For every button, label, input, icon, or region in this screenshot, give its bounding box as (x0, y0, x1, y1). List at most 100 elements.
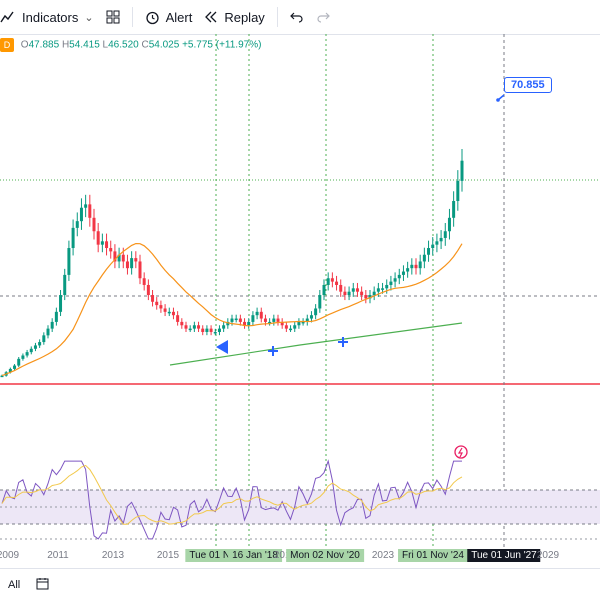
candle-body (389, 281, 393, 285)
alert-button[interactable]: Alert (139, 0, 199, 34)
candle-body (305, 318, 309, 322)
range-all-button[interactable]: All (8, 579, 21, 591)
candle-body (414, 264, 418, 269)
candle-body (268, 321, 272, 324)
candle-body (427, 248, 431, 255)
candle-body (243, 321, 247, 326)
candle-body (209, 328, 213, 332)
close-value: 54.025 (148, 39, 180, 51)
candle-body (167, 311, 171, 314)
candle-body (146, 284, 150, 296)
candle-body (456, 180, 460, 202)
candle-body (226, 321, 230, 326)
close-label: C (141, 39, 149, 51)
candle-body (364, 295, 368, 299)
low-value: 46.520 (108, 39, 139, 51)
time-axis[interactable]: 2009 2011 2013 2015 Tue 01 Nov 16 Jan '1… (0, 548, 600, 564)
candle-body (71, 227, 75, 249)
candle-body (201, 328, 205, 332)
highlight-label: Mon 02 Nov '20 (286, 549, 364, 562)
candle-body (113, 251, 117, 262)
tick-label: 2019 (273, 550, 297, 561)
candle-body (151, 295, 155, 302)
candle-body (401, 271, 405, 275)
redo-button[interactable] (310, 0, 336, 34)
cross-marker (338, 337, 348, 347)
candle-body (431, 244, 435, 249)
calendar-button[interactable] (28, 577, 57, 593)
candle-body (376, 288, 380, 292)
top-toolbar: Indicators ⌄ Alert Replay (0, 0, 600, 35)
candle-body (184, 325, 188, 329)
trend-line (169, 322, 463, 366)
toolbar-divider (131, 7, 133, 27)
replay-button[interactable]: Replay (198, 0, 270, 34)
candle-body (251, 315, 255, 322)
indicators-button[interactable]: Indicators ⌄ (0, 0, 100, 34)
candle-body (406, 268, 410, 272)
candle-body (443, 231, 447, 238)
candle-body (171, 311, 175, 316)
candle-body (84, 204, 88, 208)
candle-body (397, 274, 401, 279)
candle-body (284, 325, 288, 329)
candle-body (67, 248, 71, 275)
candle-body (142, 278, 146, 285)
tick-label: 2015 (156, 550, 180, 561)
candle-body (330, 278, 334, 282)
candle-body (259, 311, 263, 319)
candle-body (368, 295, 372, 299)
candle-body (293, 325, 297, 329)
candle-body (163, 308, 167, 312)
candle-body (272, 318, 276, 322)
candle-body (297, 321, 301, 326)
change-value: +5.775 (+11.97%) (182, 39, 262, 51)
candle-body (347, 291, 351, 296)
price-label-tag[interactable]: 70.855 (504, 77, 552, 93)
indicators-label: Indicators (22, 9, 79, 25)
candle-body (335, 281, 339, 285)
open-value: 47.885 (28, 39, 60, 51)
candle-body (217, 328, 221, 332)
candle-body (372, 291, 376, 296)
candle-body (439, 237, 443, 242)
candle-body (393, 278, 397, 282)
toolbar-divider (276, 7, 278, 27)
candle-body (276, 318, 280, 322)
candle-body (213, 331, 217, 334)
candle-body (92, 217, 96, 232)
candle-body (121, 254, 125, 262)
price-chart[interactable] (0, 34, 600, 548)
candle-body (255, 311, 259, 316)
candle-body (351, 288, 355, 292)
triangle-marker (216, 340, 228, 354)
undo-button[interactable] (284, 0, 310, 34)
candle-body (29, 348, 33, 353)
tick-label: 2029 (536, 550, 560, 561)
candle-body (222, 325, 226, 329)
candle-body (134, 258, 138, 262)
candle-body (54, 311, 58, 322)
candle-body (418, 261, 422, 269)
candle-body (343, 291, 347, 296)
candle-body (192, 325, 196, 329)
indicators-icon (0, 11, 14, 23)
undo-icon (289, 12, 303, 23)
candle-body (50, 321, 54, 329)
interval-badge[interactable]: D (0, 38, 14, 52)
candle-body (46, 328, 50, 336)
lightning-icon (457, 447, 463, 458)
redo-icon (317, 12, 330, 23)
moving-average-line (1, 242, 463, 377)
candle-body (410, 264, 414, 269)
tick-label: 2011 (47, 550, 69, 561)
crosshair-time-label: Tue 01 Jun '27 (467, 549, 541, 562)
candle-body (96, 231, 100, 245)
candle-body (100, 241, 104, 245)
candle-body (280, 321, 284, 326)
chevron-down-icon[interactable]: ⌄ (84, 11, 94, 24)
candle-body (289, 328, 293, 331)
layout-grid-button[interactable] (100, 0, 126, 34)
candle-body (125, 261, 129, 269)
candle-body (263, 318, 267, 322)
